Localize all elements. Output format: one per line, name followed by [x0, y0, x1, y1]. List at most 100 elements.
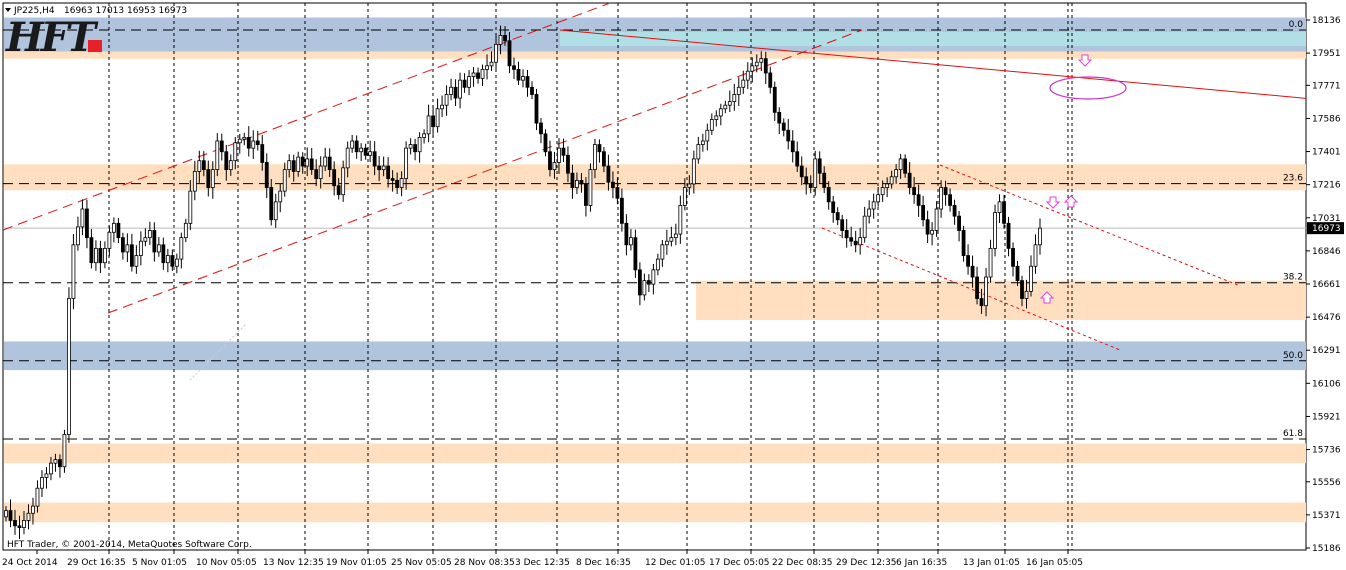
- candle: [646, 274, 651, 293]
- candle-body: [858, 237, 863, 246]
- fib-label: 61.8: [1283, 429, 1303, 439]
- candle: [907, 162, 912, 195]
- menu-triangle-icon[interactable]: [5, 8, 11, 12]
- time-tick-label: 3 Dec 12:35: [515, 558, 570, 568]
- candle-body: [318, 165, 323, 179]
- candle: [413, 138, 418, 161]
- candle-body: [669, 237, 674, 242]
- candle-body: [588, 169, 593, 206]
- candle-body: [862, 215, 867, 239]
- candle: [602, 147, 606, 173]
- vertical-grid: [108, 3, 1073, 550]
- candle: [997, 194, 1002, 223]
- candle-body: [305, 158, 310, 167]
- candle-body: [354, 140, 359, 153]
- candle-body: [341, 167, 346, 196]
- candle-body: [664, 240, 669, 246]
- candle: [759, 51, 764, 72]
- candle: [930, 222, 935, 246]
- candle: [736, 77, 741, 106]
- candle-body: [76, 226, 80, 246]
- candle: [372, 141, 377, 176]
- candle: [94, 240, 98, 271]
- candle: [278, 183, 283, 213]
- candle-body: [871, 201, 876, 210]
- candle: [1011, 242, 1015, 277]
- candle-body: [786, 129, 791, 142]
- candle: [462, 73, 467, 93]
- candle-body: [736, 86, 741, 95]
- candle: [898, 153, 903, 179]
- candle-body: [606, 165, 611, 183]
- candle: [799, 156, 804, 186]
- candle: [732, 83, 737, 111]
- candle-body: [934, 208, 939, 231]
- candle-body: [489, 61, 494, 67]
- candle: [76, 216, 80, 251]
- candle-body: [970, 265, 975, 278]
- candle-body: [543, 133, 548, 153]
- candle-body: [1024, 290, 1029, 299]
- zone-band: [4, 443, 1306, 464]
- candle: [593, 138, 597, 179]
- candle: [682, 178, 687, 211]
- candle-body: [49, 462, 53, 475]
- candle-body: [507, 40, 512, 67]
- candle: [417, 132, 422, 163]
- candle-body: [948, 194, 952, 206]
- candle: [750, 57, 755, 83]
- candle: [912, 176, 917, 204]
- candle-body: [1002, 201, 1006, 224]
- candle: [255, 130, 260, 151]
- candle: [170, 249, 175, 271]
- candle: [282, 162, 287, 197]
- candle: [700, 133, 705, 152]
- hft-logo-text: HFT: [5, 14, 99, 61]
- candle: [287, 154, 292, 178]
- candle: [543, 129, 548, 157]
- candle-body: [273, 201, 278, 221]
- candle-body: [134, 255, 139, 267]
- candle: [651, 263, 656, 295]
- candle-body: [58, 459, 62, 468]
- candle-body: [201, 160, 206, 171]
- candle: [687, 175, 692, 195]
- candle: [966, 244, 970, 275]
- candle: [1015, 260, 1020, 286]
- time-tick-label: 12 Dec 01:05: [645, 558, 706, 568]
- candle-body: [287, 160, 292, 171]
- price-tick-label: 16291: [1312, 346, 1341, 356]
- candle-body: [894, 169, 899, 178]
- candle: [435, 98, 440, 133]
- candle: [673, 223, 678, 246]
- candle-body: [867, 208, 872, 217]
- candle: [858, 227, 863, 255]
- candle: [1020, 275, 1024, 307]
- candle: [426, 104, 431, 143]
- candle-body: [966, 255, 970, 267]
- candle-body: [368, 151, 373, 156]
- candle: [714, 110, 719, 127]
- candle: [880, 180, 885, 202]
- candle-body: [242, 137, 247, 140]
- candle-body: [22, 520, 26, 528]
- candle-body: [251, 140, 256, 149]
- candle-body: [152, 230, 157, 253]
- candle: [844, 219, 849, 248]
- price-tick-label: 17771: [1312, 81, 1341, 91]
- price-tick-label: 17401: [1312, 148, 1341, 158]
- candle: [835, 207, 840, 226]
- candle: [1029, 255, 1033, 297]
- candle-body: [615, 187, 620, 199]
- candle: [727, 90, 732, 112]
- candle: [763, 51, 768, 85]
- candle: [516, 61, 521, 85]
- candle-body: [94, 247, 98, 264]
- candle: [363, 143, 368, 160]
- candle: [1006, 216, 1011, 257]
- price-tick-label: 17031: [1312, 214, 1341, 224]
- price-tick-label: 16661: [1312, 280, 1341, 290]
- candle-body: [336, 185, 341, 196]
- time-tick-label: 8 Dec 16:35: [576, 558, 631, 568]
- candle-body: [628, 237, 633, 246]
